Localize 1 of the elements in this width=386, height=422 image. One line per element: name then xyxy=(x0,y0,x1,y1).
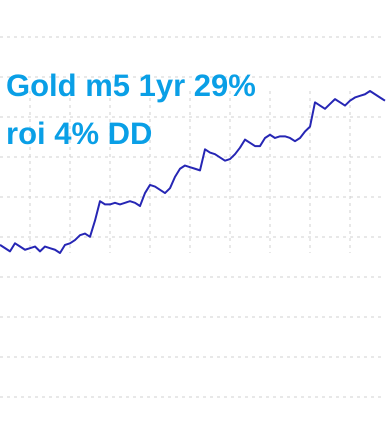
chart-title: Gold m5 1yr 29% roi 4% DD xyxy=(6,67,256,153)
